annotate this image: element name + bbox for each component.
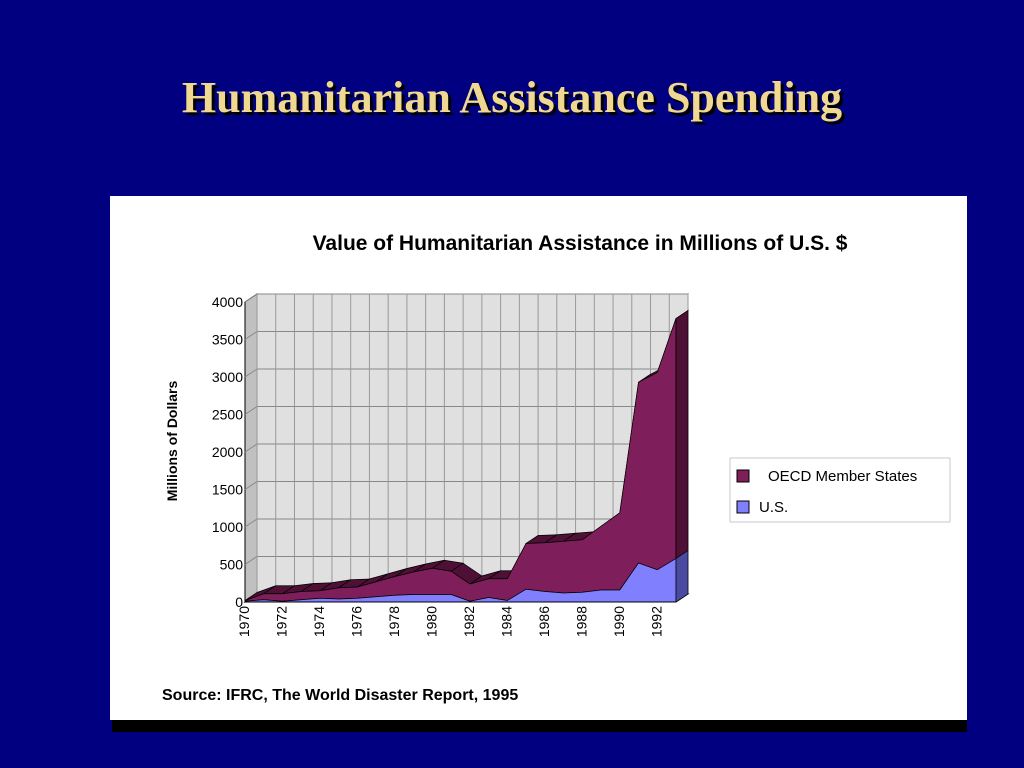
- source-note: Source: IFRC, The World Disaster Report,…: [162, 687, 518, 704]
- oecd-end-face: [675, 309, 689, 560]
- plot-area: [243, 293, 690, 603]
- gridline-side: [244, 481, 258, 490]
- gridline-side: [244, 556, 258, 565]
- us-area: [244, 557, 677, 603]
- y-tick-label: 2500: [212, 407, 243, 423]
- y-tick-label: 500: [220, 557, 244, 573]
- gridline-side: [244, 443, 258, 453]
- x-tick-label: 1970: [236, 606, 252, 637]
- y-tick-label: 3500: [212, 332, 243, 348]
- gridline-side: [244, 368, 258, 378]
- legend-swatch-us: [736, 500, 750, 514]
- y-tick-label: 3000: [212, 369, 243, 385]
- axes: 0 500 1000 1500 2000 2500 3000 3500 4000 1970 1972…: [212, 294, 664, 637]
- gridline-side: [244, 406, 258, 415]
- x-tick-label: 1984: [498, 606, 514, 637]
- y-axis-label: Millions of Dollars: [164, 381, 180, 502]
- y-tick-label: 1500: [212, 482, 243, 498]
- gridline-side: [244, 293, 258, 303]
- gridline-side: [244, 331, 258, 340]
- slide-title: Humanitarian Assistance Spending: [181, 73, 843, 122]
- legend-label-oecd: OECD Member States: [768, 468, 917, 485]
- y-tick-label: 1000: [212, 519, 243, 535]
- x-tick-label: 1974: [311, 606, 327, 637]
- x-tick-label: 1978: [386, 606, 402, 637]
- x-tick-label: 1980: [423, 606, 439, 637]
- legend-swatch-oecd: [736, 469, 750, 483]
- area-chart: Value of Humanitarian Assistance in Mill…: [162, 232, 951, 704]
- legend-label-us: U.S.: [759, 499, 788, 516]
- x-tick-label: 1988: [573, 606, 589, 637]
- x-tick-label: 1986: [536, 606, 552, 637]
- legend-box: [729, 457, 951, 523]
- y-tick-label: 2000: [212, 444, 243, 460]
- us-end-face: [675, 549, 689, 603]
- x-tick-label: 1972: [273, 606, 289, 637]
- x-tick-label: 1992: [648, 606, 664, 637]
- x-tick-label: 1990: [611, 606, 627, 637]
- y-tick-label: 0: [235, 594, 243, 610]
- x-tick-label: 1982: [461, 606, 477, 637]
- chart-title: Value of Humanitarian Assistance in Mill…: [313, 232, 848, 255]
- legend: OECD Member States U.S.: [729, 457, 951, 523]
- y-tick-label: 4000: [212, 294, 243, 310]
- gridline-side: [244, 518, 258, 528]
- chart-panel: Value of Humanitarian Assistance in Mill…: [110, 196, 967, 720]
- x-tick-label: 1976: [348, 606, 364, 637]
- panel-shadow: [112, 718, 967, 732]
